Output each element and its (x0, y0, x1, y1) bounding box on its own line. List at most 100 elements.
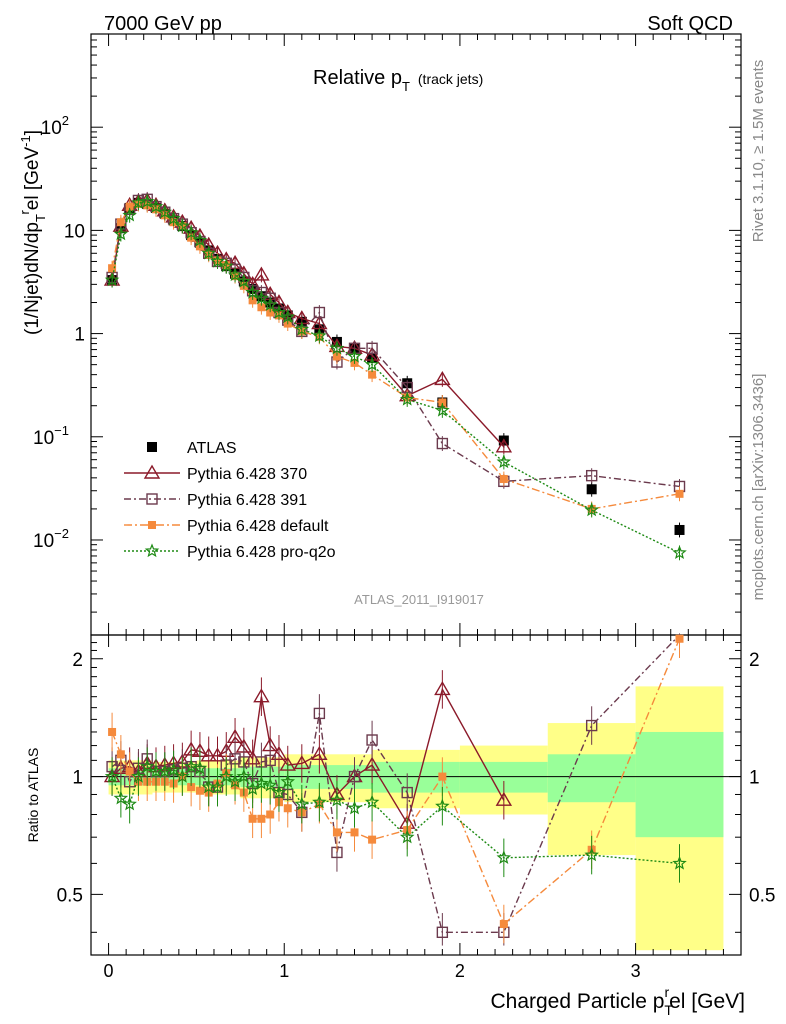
data-point-default (675, 489, 684, 498)
ratio-y-tick-label-right: 1 (749, 768, 760, 789)
data-point-p391 (366, 342, 378, 355)
ratio-point-default (332, 828, 341, 837)
ratio-point-proq2o (262, 777, 278, 792)
band-inner (547, 754, 636, 803)
ratio-point-p391 (264, 754, 276, 767)
legend-label-default: Pythia 6.428 default (187, 518, 329, 535)
legend-label-ATLAS: ATLAS (187, 440, 237, 457)
ratio-point-proq2o (139, 759, 155, 773)
ratio-frame (90, 634, 742, 956)
ratio-point-default (350, 828, 359, 837)
data-point-default (266, 308, 275, 317)
ratio-point-proq2o (364, 794, 380, 809)
data-point-default (368, 370, 377, 379)
data-point-default (108, 264, 117, 273)
ratio-point-p391 (585, 719, 598, 732)
legend-label-proq2o: Pythia 6.428 pro-q2o (187, 544, 336, 561)
ratio-panel-axes: 0 1 2 3 0.5 0.5 1 1 2 2 (57, 634, 775, 981)
ratio-point-default (368, 835, 377, 844)
ratio-point-proq2o (245, 781, 260, 796)
y-tick-label: 1 (74, 325, 85, 346)
ratio-point-proq2o (435, 798, 450, 813)
ratio-point-default (248, 814, 257, 823)
ratio-point-p391 (366, 734, 378, 746)
legend-marker-proq2o (144, 543, 160, 558)
ratio-point-proq2o (399, 829, 415, 844)
ratio-point-proq2o (192, 760, 208, 775)
y-tick-label: 10−2 (33, 526, 69, 552)
ratio-point-default (125, 767, 134, 776)
ratio-point-proq2o (496, 850, 512, 864)
data-point-default (499, 474, 508, 483)
ratio-y-tick-label-right: 2 (749, 650, 760, 671)
y-tick-label: 10−1 (33, 423, 69, 449)
data-point-proq2o (312, 328, 327, 343)
ratio-point-proq2o (347, 800, 362, 815)
ratio-point-proq2o (104, 768, 120, 783)
ratio-point-proq2o (218, 768, 234, 783)
data-point-proq2o (245, 284, 260, 299)
header-right: Soft QCD (647, 13, 733, 35)
ratio-point-proq2o (280, 774, 296, 788)
header-left: 7000 GeV pp (104, 13, 222, 35)
ratio-y-tick-label: 2 (72, 650, 83, 671)
data-point-ATLAS (674, 524, 685, 535)
data-point-default (438, 398, 447, 407)
data-point-proq2o (201, 245, 216, 260)
x-tick-label: 1 (279, 961, 289, 981)
plot-title: Relative pT (track jets) (313, 67, 483, 94)
ratio-point-proq2o (271, 784, 287, 799)
data-point-default (125, 202, 134, 211)
ratio-point-proq2o (584, 847, 599, 862)
data-point-p370 (434, 370, 451, 386)
y-tick-label: 102 (41, 113, 69, 139)
ratio-point-proq2o (183, 759, 199, 773)
main-panel-series (103, 191, 687, 561)
data-point-proq2o (496, 454, 512, 469)
data-point-proq2o (347, 348, 362, 363)
data-point-proq2o (236, 273, 252, 288)
data-point-proq2o (254, 290, 269, 305)
legend-label-p370: Pythia 6.428 370 (187, 466, 307, 483)
data-point-p391 (436, 437, 449, 450)
legend-marker-ATLAS (147, 442, 157, 452)
data-point-ATLAS (586, 484, 597, 495)
ratio-point-p370 (311, 745, 328, 760)
data-point-proq2o (166, 210, 181, 225)
ratio-point-p391 (348, 770, 361, 783)
ratio-point-proq2o (294, 796, 310, 811)
data-point-proq2o (584, 502, 599, 517)
ratio-panel-series (103, 633, 687, 946)
ratio-point-default (675, 634, 684, 643)
ratio-point-p370 (253, 688, 270, 703)
data-point-default (116, 218, 125, 227)
ratio-point-p370 (209, 747, 226, 762)
data-point-proq2o (294, 321, 310, 336)
ratio-point-p370 (495, 791, 513, 806)
data-point-default (332, 352, 341, 361)
data-point-proq2o (435, 402, 450, 417)
data-point-proq2o (183, 225, 199, 239)
ratio-point-proq2o (166, 762, 181, 777)
legend-label-p391: Pythia 6.428 391 (187, 492, 307, 509)
data-point-proq2o (329, 340, 345, 355)
legend: ATLAS Pythia 6.428 370 Pythia 6.428 391 Pyt… (124, 440, 336, 561)
data-point-proq2o (113, 226, 129, 241)
ratio-point-p370 (200, 747, 217, 762)
data-point-p370 (495, 438, 513, 453)
data-point-proq2o (364, 357, 380, 371)
ratio-point-p391 (313, 707, 326, 720)
data-point-p391 (585, 469, 598, 482)
mcplots-reference-label: mcplots.cern.ch [arXiv:1306.3436] (750, 374, 767, 601)
ratio-point-default (187, 783, 196, 792)
legend-marker-default (148, 521, 156, 529)
x-tick-label: 3 (631, 961, 641, 981)
legend-marker-p391 (146, 493, 158, 505)
ratio-point-proq2o (227, 774, 243, 788)
x-axis-label: Charged Particle pTrel [GeV] (490, 984, 745, 1018)
data-point-proq2o (175, 218, 190, 233)
data-point-proq2o (262, 297, 278, 311)
data-point-proq2o (210, 253, 225, 268)
ratio-point-proq2o (131, 768, 146, 783)
